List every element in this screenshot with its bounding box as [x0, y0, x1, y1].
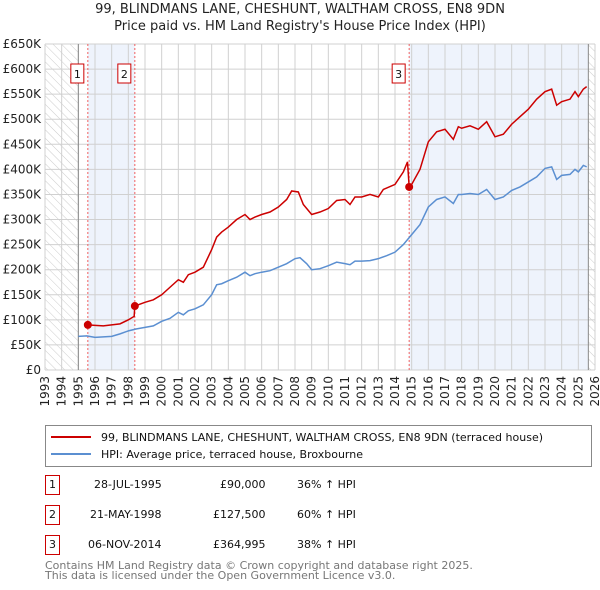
x-tick-label: 2001: [171, 376, 185, 407]
transaction-label: 2: [121, 68, 128, 81]
x-tick-label: 1994: [55, 376, 69, 407]
x-tick-label: 1996: [88, 376, 102, 407]
x-tick-label: 2014: [388, 376, 402, 407]
transaction-label: 1: [74, 68, 81, 81]
transaction-date: 06-NOV-2014: [88, 538, 162, 551]
transaction-label-box: [391, 63, 406, 84]
legend-item-hpi: HPI: Average price, terraced house, Brox…: [46, 446, 363, 462]
x-tick-label: 2017: [438, 376, 452, 407]
hpi-line: [78, 164, 587, 339]
x-tick-label: 2013: [371, 376, 385, 407]
x-tick-label: 2010: [321, 376, 335, 407]
table-row: 1 28-JUL-1995 £90,000 36% ↑ HPI: [45, 475, 445, 495]
legend-swatch-red: [51, 436, 91, 438]
x-tick-label: 2002: [188, 376, 202, 407]
x-tick-label: 1999: [138, 376, 152, 407]
transaction-number: 3: [45, 535, 60, 555]
footer: Contains HM Land Registry data © Crown c…: [45, 559, 473, 582]
transaction-price: £127,500: [213, 508, 266, 521]
x-tick-label: 2024: [555, 376, 569, 407]
x-tick-label: 2018: [455, 376, 469, 407]
transaction-label: 3: [395, 68, 402, 81]
x-tick-label: 2009: [305, 376, 319, 407]
transaction-hpi: 60% ↑ HPI: [297, 508, 356, 521]
y-tick-label: £350K: [3, 187, 43, 201]
transaction-price: £90,000: [220, 478, 266, 491]
y-tick-label: £100K: [3, 313, 43, 327]
legend-label: 99, BLINDMANS LANE, CHESHUNT, WALTHAM CR…: [101, 430, 544, 444]
transaction-number: 1: [45, 475, 60, 495]
chart-title: 99, BLINDMANS LANE, CHESHUNT, WALTHAM CR…: [95, 2, 505, 17]
x-tick-label: 2019: [471, 376, 485, 407]
y-tick-label: £200K: [3, 263, 43, 277]
legend-item-property: 99, BLINDMANS LANE, CHESHUNT, WALTHAM CR…: [46, 429, 543, 445]
transaction-point: [83, 320, 92, 329]
transaction-hpi: 38% ↑ HPI: [297, 538, 356, 551]
price-chart: 1993 1994 1995 1996 1997 1998 1999 2000 2001 2002…: [3, 37, 600, 407]
footer-line-2: This data is licensed under the Open Gov…: [45, 569, 396, 582]
legend: 99, BLINDMANS LANE, CHESHUNT, WALTHAM CR…: [45, 425, 592, 467]
x-tick-label: 2000: [155, 376, 169, 407]
y-tick-label: £500K: [3, 112, 43, 126]
transaction-date: 21-MAY-1998: [90, 508, 162, 521]
x-tick-label: 2022: [521, 376, 535, 407]
y-tick-label: £400K: [3, 162, 43, 176]
transaction-date: 28-JUL-1995: [94, 478, 162, 491]
x-tick-label: 2011: [338, 376, 352, 407]
legend-label: HPI: Average price, terraced house, Brox…: [101, 447, 364, 461]
x-tick-label: 2005: [238, 376, 252, 407]
x-tick-label: 1998: [121, 376, 135, 407]
footer-line-1: Contains HM Land Registry data © Crown c…: [45, 559, 473, 572]
y-tick-label: £650K: [3, 37, 43, 51]
x-tick-label: 2021: [505, 376, 519, 407]
y-tick-label: £50K: [10, 338, 42, 352]
x-tick-label: 2023: [538, 376, 552, 407]
x-tick-label: 1993: [38, 376, 52, 407]
x-tick-label: 2026: [588, 376, 600, 407]
y-tick-label: £250K: [3, 238, 43, 252]
x-tick-label: 1995: [71, 376, 85, 407]
y-tick-label: £600K: [3, 62, 43, 76]
legend-swatch-blue: [51, 453, 91, 455]
x-tick-label: 2015: [405, 376, 419, 407]
x-tick-label: 1997: [105, 376, 119, 407]
x-tick-label: 2025: [571, 376, 585, 407]
x-tick-label: 2012: [355, 376, 369, 407]
table-row: 3 06-NOV-2014 £364,995 38% ↑ HPI: [45, 535, 445, 555]
y-tick-label: £450K: [3, 137, 43, 151]
x-tick-label: 2008: [288, 376, 302, 407]
chart-subtitle: Price paid vs. HM Land Registry's House …: [114, 19, 486, 34]
transaction-label-box: [70, 63, 85, 84]
transaction-price: £364,995: [213, 538, 266, 551]
no-data-hatch: [588, 44, 595, 370]
y-tick-label: £150K: [3, 288, 43, 302]
property-price-line: [87, 86, 588, 327]
transaction-label-box: [117, 63, 132, 84]
x-tick-label: 2020: [488, 376, 502, 407]
x-tick-label: 2003: [205, 376, 219, 407]
x-tick-label: 2007: [271, 376, 285, 407]
transaction-point: [130, 302, 139, 311]
x-tick-label: 2004: [221, 376, 235, 407]
y-tick-label: £0: [26, 363, 41, 377]
y-tick-label: £300K: [3, 213, 43, 227]
shaded-period: [409, 44, 589, 370]
transaction-number: 2: [45, 505, 60, 525]
y-tick-label: £550K: [3, 87, 43, 101]
transaction-point: [405, 182, 414, 191]
x-tick-label: 2016: [421, 376, 435, 407]
x-tick-label: 2006: [255, 376, 269, 407]
transaction-hpi: 36% ↑ HPI: [297, 478, 356, 491]
table-row: 2 21-MAY-1998 £127,500 60% ↑ HPI: [45, 505, 445, 525]
